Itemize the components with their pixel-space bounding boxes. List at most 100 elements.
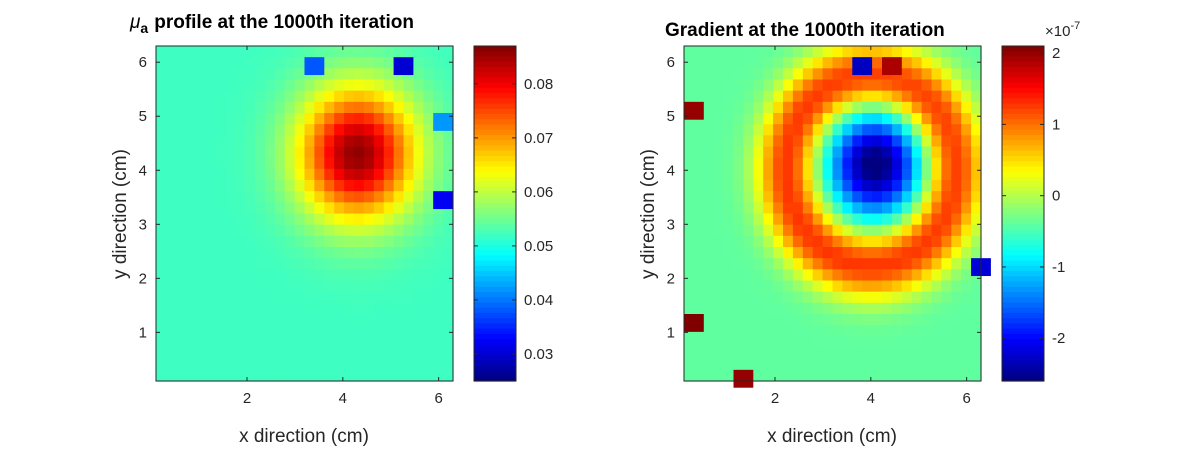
heatmap-cell xyxy=(433,269,444,282)
heatmap-cell xyxy=(433,235,444,248)
heatmap-cell xyxy=(773,291,784,304)
heatmap-cell xyxy=(274,302,286,315)
heatmap-cell xyxy=(314,101,325,114)
heatmap-cell xyxy=(971,280,982,293)
heatmap-cell xyxy=(215,157,226,170)
heatmap-hotspot xyxy=(882,57,902,76)
heatmap-cell xyxy=(971,224,982,237)
heatmap-cell xyxy=(931,157,942,170)
heatmap-cell xyxy=(882,90,893,103)
heatmap-cell xyxy=(961,224,972,237)
heatmap-cell xyxy=(373,258,385,270)
heatmap-cell xyxy=(324,202,335,215)
heatmap-cell xyxy=(383,202,395,215)
heatmap-cell xyxy=(175,336,187,349)
heatmap-cell xyxy=(763,135,774,148)
heatmap-cell xyxy=(294,336,306,349)
heatmap-cell xyxy=(713,358,725,371)
heatmap-cell xyxy=(235,68,246,81)
heatmap-cell xyxy=(693,247,705,259)
heatmap-cell xyxy=(713,247,725,259)
heatmap-cell xyxy=(713,280,725,293)
heatmap-cell xyxy=(423,113,434,125)
heatmap-cell xyxy=(363,168,375,181)
heatmap-cell xyxy=(713,369,725,382)
heatmap-cell xyxy=(941,358,952,371)
heatmap-cell xyxy=(862,269,873,282)
heatmap-cell xyxy=(383,325,395,337)
heatmap-cell xyxy=(812,135,824,148)
heatmap-cell xyxy=(783,224,794,237)
heatmap-cell xyxy=(802,269,814,282)
heatmap-cell xyxy=(891,202,903,215)
heatmap-cell xyxy=(931,213,942,226)
heatmap-cell xyxy=(773,347,784,360)
heatmap-cell xyxy=(383,113,395,125)
colorbar-step xyxy=(1002,297,1044,304)
heatmap-cell xyxy=(783,235,794,248)
heatmap-cell xyxy=(255,46,266,58)
heatmap-cell xyxy=(156,168,167,181)
heatmap-cell xyxy=(304,336,315,349)
heatmap-cell xyxy=(951,314,962,326)
heatmap-cell xyxy=(773,157,784,170)
heatmap-cell xyxy=(783,291,794,304)
heatmap-cell xyxy=(832,135,843,148)
heatmap-cell xyxy=(344,358,355,371)
heatmap-cell xyxy=(733,101,744,114)
heatmap-cell xyxy=(723,369,735,382)
heatmap-cell xyxy=(713,291,725,304)
heatmap-cell xyxy=(961,180,972,192)
heatmap-cell xyxy=(324,369,335,382)
heatmap-cell xyxy=(703,258,715,270)
heatmap-cell xyxy=(274,90,286,103)
x-tick-label: 6 xyxy=(434,390,442,407)
heatmap-cell xyxy=(185,302,197,315)
heatmap-cell xyxy=(733,280,744,293)
heatmap-cell xyxy=(165,235,177,248)
heatmap-cell xyxy=(684,258,695,270)
heatmap-cell xyxy=(363,79,375,92)
heatmap-cell xyxy=(304,213,315,226)
colorbar-step xyxy=(1002,312,1044,319)
heatmap-cell xyxy=(304,46,315,58)
colorbar-step xyxy=(1002,87,1044,94)
heatmap-cell xyxy=(872,79,883,92)
heatmap-cell xyxy=(433,258,444,270)
heatmap-cell xyxy=(951,302,962,315)
heatmap-cell xyxy=(215,46,226,58)
heatmap-cell xyxy=(684,347,695,360)
heatmap-cell xyxy=(294,157,306,170)
heatmap-cell xyxy=(363,314,375,326)
heatmap-cell xyxy=(373,57,385,69)
heatmap-cell xyxy=(832,79,843,92)
heatmap-cell xyxy=(264,347,276,360)
heatmap-cell xyxy=(931,369,942,382)
heatmap-cell xyxy=(165,113,177,125)
heatmap-cell xyxy=(175,113,187,125)
heatmap-cell xyxy=(344,191,355,203)
heatmap-cell xyxy=(941,235,952,248)
colorbar-step xyxy=(1002,124,1044,131)
heatmap-cell xyxy=(403,336,414,349)
heatmap-cell xyxy=(783,57,794,69)
heatmap-cell xyxy=(235,213,246,226)
heatmap-cell xyxy=(393,269,405,282)
heatmap-cell xyxy=(763,224,774,237)
heatmap-cell xyxy=(215,90,226,103)
heatmap-cell xyxy=(205,314,216,326)
heatmap-cell xyxy=(363,124,375,136)
heatmap-cell xyxy=(773,314,784,326)
heatmap-cell xyxy=(783,180,794,192)
heatmap-cell xyxy=(383,135,395,148)
heatmap-cell xyxy=(264,235,276,248)
heatmap-cell xyxy=(842,46,853,58)
heatmap-cell xyxy=(931,57,942,69)
heatmap-cell xyxy=(324,213,335,226)
heatmap-cell xyxy=(413,113,424,125)
heatmap-cell xyxy=(693,168,705,181)
heatmap-cell xyxy=(156,224,167,237)
heatmap-cell xyxy=(733,191,744,203)
gradient-plot-frame xyxy=(683,45,982,382)
heatmap-cell xyxy=(195,369,207,382)
